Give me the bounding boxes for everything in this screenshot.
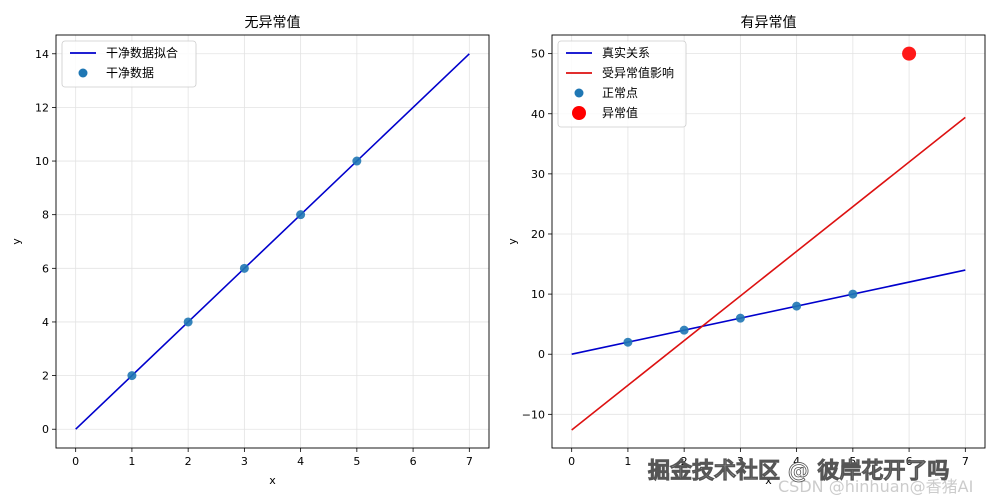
series-line [571,116,966,431]
y-tick-label: 0 [42,423,49,436]
x-tick-label: 4 [793,455,800,468]
x-tick-label: 1 [624,455,631,468]
x-tick-label: 2 [185,455,192,468]
y-tick-label: 10 [35,155,49,168]
data-point [352,156,362,166]
axes-frame [551,34,986,449]
y-tick-label: 0 [538,348,545,361]
x-tick-label: 2 [681,455,688,468]
x-axis-label: x [269,474,276,487]
x-tick-label: 0 [568,455,575,468]
data-point [679,325,689,335]
data-point [623,337,633,347]
data-point [239,263,249,273]
x-tick-label: 6 [410,455,417,468]
legend-marker-swatch [574,88,584,98]
legend-marker-swatch [78,68,88,78]
y-tick-label: 4 [42,316,49,329]
data-point [127,371,137,381]
watermark-subtext: CSDN @hinhuan@香猪AI [778,477,973,496]
x-tick-label: 3 [737,455,744,468]
axes-frame [55,34,490,449]
legend-label: 干净数据拟合 [106,45,178,60]
x-tick-label: 7 [962,455,969,468]
y-tick-label: −10 [522,408,545,421]
legend-label: 异常值 [602,105,638,120]
y-tick-label: 6 [42,262,49,275]
legend-label: 真实关系 [602,45,650,60]
x-tick-label: 4 [297,455,304,468]
y-tick-label: 20 [531,228,545,241]
legend-label: 正常点 [602,86,638,100]
data-point [792,301,802,311]
plot-panel-2: 0 1 2 3 4 5 6 7 −10 0 10 20 30 40 50 有异常值 x y 真实关系受异常值影响正常… [506,15,986,487]
y-tick-label: 50 [531,48,545,61]
x-tick-label: 0 [72,455,79,468]
y-axis-label: y [10,238,23,245]
legend-label: 干净数据 [106,65,154,80]
data-point [735,313,745,323]
y-axis-label: y [506,238,519,245]
x-tick-label: 6 [906,455,913,468]
x-tick-label: 7 [466,455,473,468]
x-tick-label: 1 [128,455,135,468]
legend-marker-swatch [572,106,586,120]
y-tick-label: 2 [42,370,49,383]
x-tick-label: 5 [353,455,360,468]
outlier-point [902,46,917,61]
chart-title: 无异常值 [245,15,301,31]
series-line [75,53,470,430]
data-point [296,210,306,220]
legend-box [557,40,687,128]
x-tick-label: 5 [849,455,856,468]
watermark-text: 掘金技术社区 @ 彼岸花开了吗 [648,458,949,484]
chart-title: 有异常值 [741,15,797,31]
y-tick-label: 12 [35,101,49,114]
y-tick-label: 14 [35,48,49,61]
x-axis-label: x [765,474,772,487]
y-tick-label: 8 [42,209,49,222]
x-tick-label: 3 [241,455,248,468]
y-tick-label: 10 [531,288,545,301]
y-tick-label: 30 [531,168,545,181]
series-line [571,269,966,356]
y-tick-label: 40 [531,108,545,121]
legend-label: 受异常值影响 [602,65,674,80]
data-point [848,289,858,299]
data-point [183,317,193,327]
